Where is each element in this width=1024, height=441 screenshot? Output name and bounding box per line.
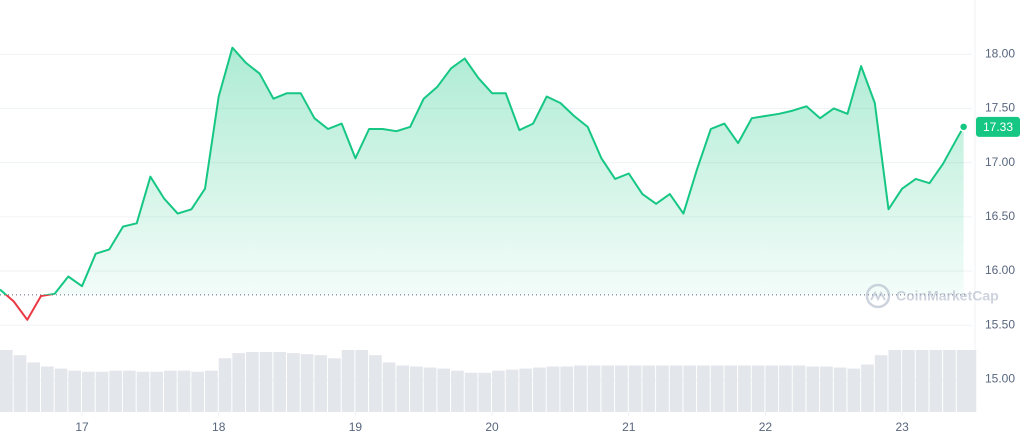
volume-bar: [369, 355, 382, 412]
volume-bar: [41, 366, 54, 412]
watermark-logo-mark: [870, 290, 886, 302]
volume-bar: [68, 370, 82, 412]
volume-bar: [943, 350, 956, 412]
volume-bar: [560, 366, 574, 412]
volume-bar: [710, 365, 724, 412]
volume-bar: [546, 366, 560, 412]
volume-bar: [683, 365, 697, 412]
volume-bar: [929, 350, 943, 412]
volume-bar: [806, 366, 820, 412]
volume-bar: [82, 371, 95, 412]
volume-bar: [328, 358, 341, 412]
volume-bar: [833, 367, 847, 412]
volume-bar: [259, 352, 273, 412]
x-tick-label: 21: [622, 420, 636, 434]
y-tick-label: 16.00: [985, 263, 1015, 277]
volume-bar: [150, 371, 164, 412]
watermark: CoinMarketCap: [865, 283, 999, 309]
volume-bar: [765, 365, 779, 412]
x-tick-label: 23: [895, 420, 909, 434]
volume-bar: [902, 350, 915, 412]
axes: 15.00 15.50 16.00 16.50 17.00 17.50 18.00 17 18 1…: [75, 46, 1020, 434]
volume-bar: [615, 365, 628, 412]
volume-bar: [27, 362, 41, 412]
volume: [0, 350, 977, 412]
watermark-text: CoinMarketCap: [896, 288, 999, 304]
volume-bar: [888, 350, 902, 412]
volume-bar: [382, 362, 396, 412]
volume-bar: [314, 355, 328, 412]
volume-bar: [218, 358, 232, 412]
y-tick-label: 17.50: [985, 101, 1015, 115]
volume-bar: [792, 365, 806, 412]
volume-bar: [437, 368, 451, 412]
x-tick-label: 17: [75, 420, 89, 434]
volume-bar: [642, 365, 656, 412]
volume-bar: [587, 365, 601, 412]
volume-bar: [54, 368, 68, 412]
y-tick-label: 17.00: [985, 155, 1015, 169]
volume-bar: [164, 370, 177, 412]
watermark-logo: [865, 283, 891, 309]
volume-bar: [574, 365, 587, 412]
x-tick-label: 20: [485, 420, 499, 434]
volume-bar: [300, 354, 314, 412]
volume-bar: [724, 365, 738, 412]
y-tick-label: 16.50: [985, 209, 1015, 223]
volume-bar: [533, 367, 546, 412]
volume-bar: [123, 370, 136, 412]
volume-bar: [341, 350, 355, 412]
volume-bar: [669, 365, 683, 412]
volume-bar: [963, 350, 977, 412]
volume-bar: [847, 368, 861, 412]
current-price-badge: [976, 116, 1020, 137]
volume-bar: [505, 369, 519, 412]
volume-bar: [751, 365, 765, 412]
volume-bar: [273, 352, 287, 412]
volume-bar: [246, 352, 259, 412]
volume-bar: [205, 370, 218, 412]
volume-bar: [492, 370, 505, 412]
volume-bar: [464, 372, 478, 412]
volume-bar: [451, 370, 464, 412]
volume-bar: [136, 371, 150, 412]
x-tick-label: 18: [212, 420, 226, 434]
volume-bar: [519, 368, 533, 412]
volume-bar: [287, 353, 300, 412]
price-line-up: [0, 46, 965, 295]
volume-bar: [861, 364, 874, 412]
volume-bar: [915, 350, 929, 412]
price-area: [0, 47, 964, 295]
volume-bar: [0, 350, 13, 412]
volume-bar: [601, 365, 615, 412]
y-tick-label: 15.50: [985, 317, 1015, 331]
x-tick-label: 19: [349, 420, 363, 434]
volume-bar: [232, 353, 246, 412]
volume-bar: [396, 365, 410, 412]
volume-bar: [697, 365, 710, 412]
volume-bar: [738, 365, 751, 412]
volume-bar: [874, 355, 888, 412]
current-price-label: 17.33: [983, 120, 1013, 134]
y-tick-label: 18.00: [985, 46, 1015, 60]
x-tick-label: 22: [759, 420, 773, 434]
volume-bar: [191, 371, 205, 412]
volume-bar: [478, 372, 492, 412]
volume-bar: [656, 365, 669, 412]
volume-bar: [109, 370, 123, 412]
volume-bar: [95, 371, 109, 412]
last-point: [958, 122, 969, 132]
volume-bar: [820, 366, 833, 412]
volume-bar: [423, 367, 437, 412]
volume-bar: [410, 366, 423, 412]
plot: [0, 46, 969, 321]
volume-bar: [177, 370, 191, 412]
volume-bar: [355, 350, 369, 412]
volume-bar: [628, 365, 642, 412]
volume-bar: [13, 355, 27, 412]
volume-bar: [779, 365, 792, 412]
y-tick-label: 15.00: [985, 372, 1015, 386]
